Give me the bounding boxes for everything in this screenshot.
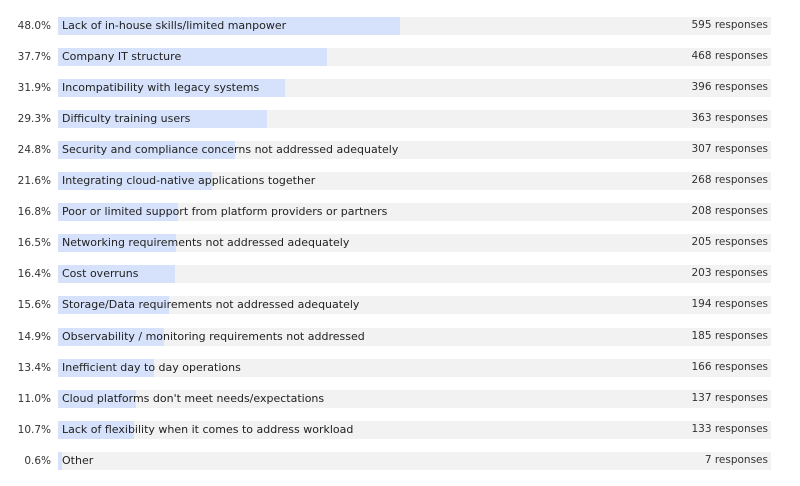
responses-count: 307 responses — [691, 143, 768, 155]
bar-track: Security and compliance concerns not add… — [58, 141, 771, 159]
bar-row: 31.9% Incompatibility with legacy systems… — [0, 79, 800, 98]
bar — [58, 390, 137, 408]
bar — [58, 141, 235, 159]
category-label: Other — [62, 454, 94, 467]
bar-track: Poor or limited support from platform pr… — [58, 203, 771, 221]
percent-label: 31.9% — [17, 82, 51, 94]
bar — [58, 172, 212, 190]
bar-track: Integrating cloud-native applications to… — [58, 172, 771, 190]
category-label: Networking requirements not addressed ad… — [62, 236, 350, 249]
bar-track: Cost overruns 203 responses — [58, 265, 771, 283]
responses-count: 468 responses — [691, 50, 768, 62]
responses-count: 194 responses — [691, 298, 768, 310]
category-label: Cost overruns — [62, 267, 139, 280]
percent-label: 10.7% — [17, 424, 51, 436]
bar-track: Storage/Data requirements not addressed … — [58, 296, 771, 314]
bar-row: 29.3% Difficulty training users 363 respon… — [0, 110, 800, 129]
bar — [58, 328, 165, 346]
responses-count: 595 responses — [691, 19, 768, 31]
bar-row: 37.7% Company IT structure 468 responses — [0, 48, 800, 67]
bar-row: 10.7% Lack of flexibility when it comes t… — [0, 421, 800, 440]
responses-count: 185 responses — [691, 330, 768, 342]
percent-label: 37.7% — [17, 51, 51, 63]
percent-label: 14.9% — [17, 331, 51, 343]
responses-count: 7 responses — [704, 454, 768, 466]
bar-row: 0.6% Other 7 responses — [0, 452, 800, 471]
category-label: Integrating cloud-native applications to… — [62, 174, 316, 187]
bar-row: 13.4% Inefficient day to day operations 16… — [0, 359, 800, 378]
bar — [58, 296, 170, 314]
percent-label: 16.4% — [17, 268, 51, 280]
category-label: Cloud platforms don't meet needs/expecta… — [62, 392, 325, 405]
responses-count: 133 responses — [691, 423, 768, 435]
category-label: Security and compliance concerns not add… — [62, 143, 399, 156]
percent-label: 13.4% — [17, 362, 51, 374]
category-label: Observability / monitoring requirements … — [62, 330, 365, 343]
bar-track: Observability / monitoring requirements … — [58, 328, 771, 346]
bar-row: 16.8% Poor or limited support from platfo… — [0, 203, 800, 222]
category-label: Storage/Data requirements not addressed … — [62, 298, 360, 311]
bar-track: Difficulty training users 363 responses — [58, 110, 771, 128]
percent-label: 15.6% — [17, 299, 51, 311]
bar-track: Company IT structure 468 responses — [58, 48, 771, 66]
bar-track: Other 7 responses — [58, 452, 771, 470]
bar-row: 24.8% Security and compliance concerns no… — [0, 141, 800, 160]
percent-label: 16.5% — [17, 237, 51, 249]
responses-count: 268 responses — [691, 174, 768, 186]
bar — [58, 265, 175, 283]
bar — [58, 203, 178, 221]
percent-label: 0.6% — [24, 455, 51, 467]
bar — [58, 234, 176, 252]
percent-label: 29.3% — [17, 113, 51, 125]
bar-track: Lack of flexibility when it comes to add… — [58, 421, 771, 439]
category-label: Lack of in-house skills/limited manpower — [62, 19, 287, 32]
bar — [58, 359, 154, 377]
bar-track: Cloud platforms don't meet needs/expecta… — [58, 390, 771, 408]
responses-count: 137 responses — [691, 392, 768, 404]
bar-row: 15.6% Storage/Data requirements not addre… — [0, 296, 800, 315]
category-label: Inefficient day to day operations — [62, 361, 241, 374]
responses-count: 205 responses — [691, 236, 768, 248]
bar — [58, 110, 267, 128]
category-label: Incompatibility with legacy systems — [62, 81, 260, 94]
percent-label: 48.0% — [17, 20, 51, 32]
bar-track: Lack of in-house skills/limited manpower… — [58, 17, 771, 35]
responses-count: 203 responses — [691, 267, 768, 279]
bar — [58, 452, 63, 470]
bar-row: 11.0% Cloud platforms don't meet needs/ex… — [0, 390, 800, 409]
bar — [58, 79, 286, 97]
category-label: Company IT structure — [62, 50, 182, 63]
bar-row: 16.5% Networking requirements not address… — [0, 234, 800, 253]
bar-row: 16.4% Cost overruns 203 responses — [0, 265, 800, 284]
responses-count: 208 responses — [691, 205, 768, 217]
bar — [58, 48, 327, 66]
bar-track: Inefficient day to day operations 166 res… — [58, 359, 771, 377]
responses-count: 166 responses — [691, 361, 768, 373]
category-label: Poor or limited support from platform pr… — [62, 205, 388, 218]
category-label: Lack of flexibility when it comes to add… — [62, 423, 354, 436]
bar — [58, 421, 135, 439]
bar — [58, 17, 401, 35]
percent-label: 21.6% — [17, 175, 51, 187]
bar-track: Incompatibility with legacy systems 396 r… — [58, 79, 771, 97]
bar-row: 48.0% Lack of in-house skills/limited man… — [0, 17, 800, 36]
percent-label: 16.8% — [17, 206, 51, 218]
responses-count: 363 responses — [691, 112, 768, 124]
percent-label: 11.0% — [17, 393, 51, 405]
category-label: Difficulty training users — [62, 112, 191, 125]
bar-track: Networking requirements not addressed ad… — [58, 234, 771, 252]
percent-label: 24.8% — [17, 144, 51, 156]
bar-row: 21.6% Integrating cloud-native applicatio… — [0, 172, 800, 191]
responses-count: 396 responses — [691, 81, 768, 93]
bar-row: 14.9% Observability / monitoring requirem… — [0, 328, 800, 347]
